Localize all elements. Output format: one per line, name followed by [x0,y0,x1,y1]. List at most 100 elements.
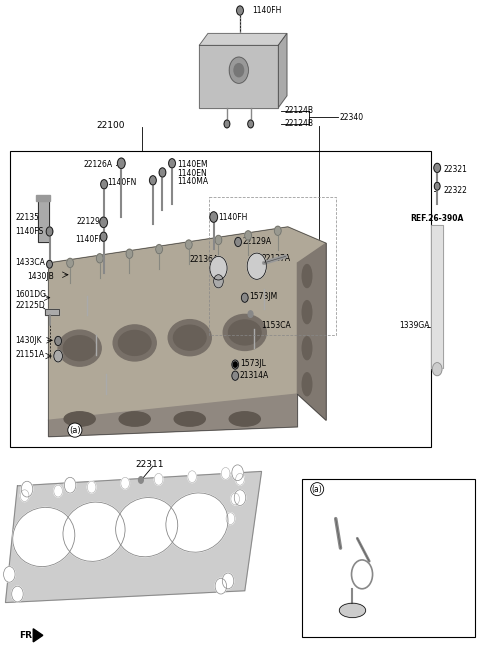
Ellipse shape [302,301,312,324]
Text: 22112A: 22112A [307,610,334,616]
Text: 1573JL: 1573JL [240,359,266,368]
Text: 22114A: 22114A [307,511,334,517]
Circle shape [21,482,33,497]
Text: 22127A: 22127A [262,254,291,263]
Text: 22124B: 22124B [285,106,313,116]
Text: 1601DG: 1601DG [15,290,46,299]
Ellipse shape [58,330,101,366]
Circle shape [150,175,156,185]
Polygon shape [199,34,287,45]
Ellipse shape [63,502,125,561]
Circle shape [226,512,235,524]
Circle shape [351,560,372,589]
Ellipse shape [302,373,312,396]
Circle shape [232,360,239,369]
Circle shape [434,164,441,173]
Circle shape [159,168,166,177]
Circle shape [126,249,133,258]
Circle shape [275,226,281,235]
Circle shape [210,212,217,222]
Bar [10,152,432,447]
Text: 21151A: 21151A [15,350,44,359]
Polygon shape [5,472,262,602]
Text: 1140FH: 1140FH [218,213,248,221]
Ellipse shape [13,507,75,566]
Text: 1140FH: 1140FH [252,6,281,15]
Text: 22311: 22311 [136,460,164,468]
Ellipse shape [116,497,178,556]
Text: (a): (a) [69,426,81,435]
Circle shape [248,311,253,317]
Ellipse shape [63,336,96,361]
Circle shape [96,254,103,263]
Circle shape [245,231,252,240]
Circle shape [100,232,107,241]
Ellipse shape [339,603,366,618]
Circle shape [168,159,175,168]
Circle shape [221,468,230,480]
Text: (a): (a) [312,485,323,493]
Text: REF.26-390A: REF.26-390A [410,214,463,223]
Circle shape [247,253,266,279]
Polygon shape [199,45,278,108]
Bar [38,197,48,242]
Text: 22115A: 22115A [403,543,432,553]
Polygon shape [298,243,326,420]
Text: 22129: 22129 [76,217,100,226]
Circle shape [118,158,125,169]
Polygon shape [48,227,326,420]
Ellipse shape [173,325,206,350]
Text: 1140EN: 1140EN [177,169,206,177]
Circle shape [185,240,192,249]
Text: 22100: 22100 [96,121,125,130]
Circle shape [55,336,61,346]
Circle shape [155,474,163,485]
Circle shape [236,474,244,485]
Bar [45,309,59,315]
Circle shape [46,227,53,236]
Text: 22113A: 22113A [403,565,432,574]
Circle shape [87,482,96,493]
Text: 21314A: 21314A [240,371,269,380]
Text: 1430JK: 1430JK [15,336,42,345]
Text: 1153CA: 1153CA [262,321,291,330]
Circle shape [12,586,23,602]
Circle shape [210,256,227,280]
Circle shape [54,485,62,497]
Ellipse shape [64,412,95,426]
Circle shape [47,260,52,268]
Circle shape [235,237,241,246]
Circle shape [64,478,76,493]
Text: 22125D: 22125D [15,301,45,310]
Ellipse shape [302,336,312,359]
Circle shape [121,478,130,489]
Circle shape [67,258,73,267]
Circle shape [232,371,239,380]
Text: 22322: 22322 [444,187,468,195]
Circle shape [434,182,440,190]
Circle shape [188,471,196,483]
Circle shape [231,493,240,505]
Circle shape [214,275,223,288]
Circle shape [100,217,108,227]
Circle shape [3,566,15,582]
Text: 1140EM: 1140EM [177,160,207,169]
Ellipse shape [302,265,312,288]
Ellipse shape [168,320,211,355]
Text: 22124B: 22124B [285,120,313,129]
Text: 22136A: 22136A [190,255,219,264]
Bar [36,194,50,201]
Ellipse shape [229,412,260,426]
Polygon shape [432,225,444,368]
Circle shape [224,120,230,128]
Ellipse shape [166,493,228,552]
Circle shape [233,362,237,367]
Text: 22340: 22340 [339,112,363,122]
Text: 1140FS: 1140FS [15,227,43,236]
Ellipse shape [174,412,205,426]
Text: 22126A: 22126A [83,160,112,169]
Circle shape [222,573,234,589]
Text: 1140FN: 1140FN [75,235,104,244]
Ellipse shape [223,315,266,350]
Circle shape [215,235,222,244]
